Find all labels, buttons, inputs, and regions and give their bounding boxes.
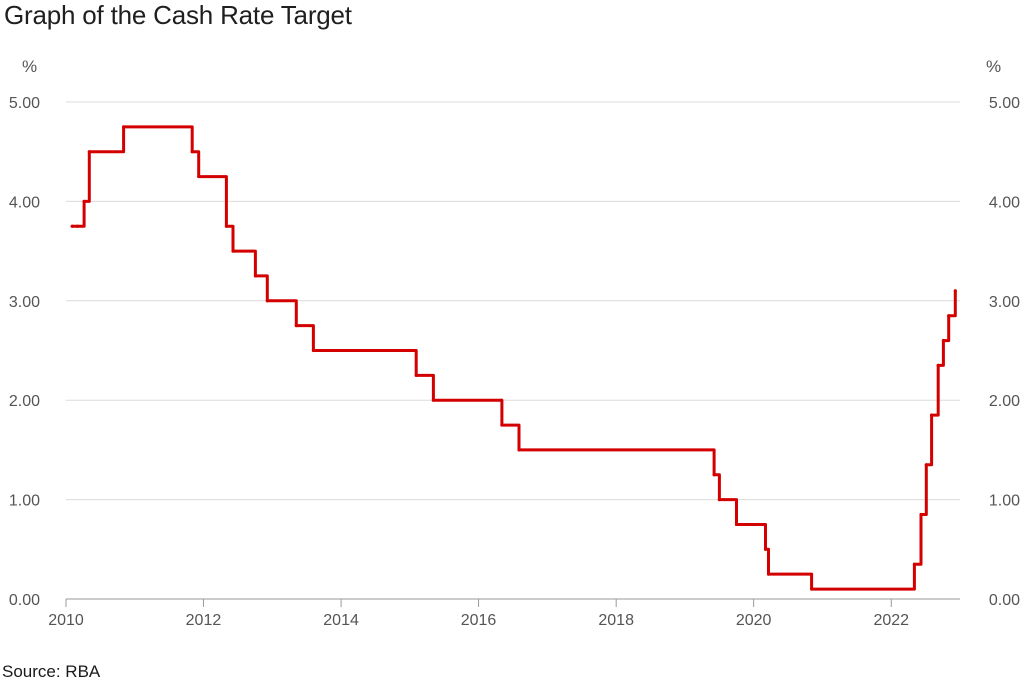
data-point [810,587,814,591]
y-tick-label-right: 0.00 [989,592,1020,609]
data-point [408,348,412,353]
data-point [431,398,435,402]
data-point [311,348,316,353]
y-unit-right: % [986,57,1001,76]
y-tick-label-right: 1.00 [989,493,1020,510]
data-point [924,463,928,467]
data-point [414,373,418,377]
x-tick-label: 2022 [873,612,909,629]
data-point [912,562,917,566]
chart-title: Graph of the Cash Rate Target [4,0,352,30]
series-layer [70,125,957,591]
data-point [70,224,74,228]
x-tick-label: 2014 [323,612,359,629]
y-tick-label-left: 0.00 [9,592,40,609]
data-point [75,224,80,228]
x-tick-label: 2012 [186,612,222,629]
x-tick-label: 2010 [48,612,84,629]
y-tick-label-right: 2.00 [989,393,1020,410]
cash-rate-line [70,125,957,591]
y-ticks-left: 0.00 1.00 2.00 3.00 4.00 5.00 [9,95,40,609]
y-tick-label-right: 4.00 [989,194,1020,211]
data-point [190,150,194,154]
y-tick-label-left: 1.00 [9,493,40,510]
data-point [294,324,298,328]
data-point [936,363,940,368]
y-unit-left: % [22,57,37,76]
data-point [919,512,923,517]
data-point [734,522,739,527]
grid-lines [66,101,960,600]
y-tick-label-left: 4.00 [9,194,40,211]
data-point [253,274,258,278]
x-tick-label: 2018 [598,612,634,629]
data-point [941,338,946,343]
data-point [499,398,503,402]
data-point [82,199,86,203]
data-point [122,125,126,129]
y-ticks-right: 0.00 1.00 2.00 3.00 4.00 5.00 [989,95,1020,609]
x-tick-label: 2020 [736,612,772,629]
y-tick-label-left: 3.00 [9,294,40,311]
y-tick-label-right: 3.00 [989,294,1020,311]
data-point [517,448,521,452]
data-point [197,174,201,179]
data-point [224,224,229,228]
x-tick-label: 2016 [461,612,497,629]
data-point [953,289,957,293]
x-ticks: 2010 2012 2014 2016 2018 2020 2022 [48,599,909,629]
source-note: Source: RBA [2,662,101,681]
data-point [766,572,771,576]
data-point [265,299,269,303]
y-tick-label-left: 5.00 [9,95,40,112]
data-point [763,547,768,551]
data-point [717,498,721,502]
data-point [500,423,504,427]
data-point [712,473,716,477]
data-point [231,249,235,253]
data-point [87,150,91,154]
y-tick-label-left: 2.00 [9,393,40,410]
data-point [929,413,934,417]
data-point [947,314,951,318]
y-tick-label-right: 5.00 [989,95,1020,112]
